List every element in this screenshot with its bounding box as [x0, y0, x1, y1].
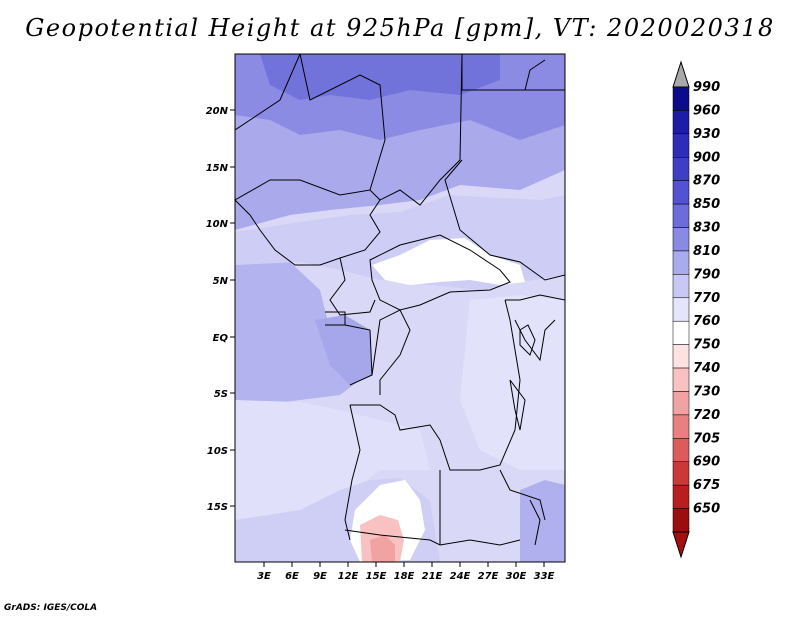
lon-tick-label: 3E [257, 571, 271, 582]
colorbar: 990 960 930 900 870 850 830 810 790 770 760 750 740 7… [672, 60, 720, 559]
field-car-770 [372, 238, 525, 285]
colorbar-label: 675 [693, 478, 720, 493]
field-gabon [315, 315, 372, 385]
lon-tick-label: 15E [366, 571, 387, 582]
field-south-810 [235, 400, 430, 530]
field-namibia-730 [370, 535, 395, 562]
lat-tick-label: 15N [206, 163, 229, 174]
field-north-870 [260, 54, 500, 100]
boundary-cameroon [329, 257, 376, 316]
field-east-830 [520, 480, 565, 562]
boundary-niger [299, 54, 386, 191]
boundary-egypt [461, 54, 565, 91]
boundary-gabon [344, 324, 373, 386]
colorbar-label: 830 [693, 221, 720, 236]
colorbar-box [672, 320, 690, 345]
boundary-nigeria [235, 179, 381, 266]
colorbar-under-triangle [672, 531, 690, 559]
country-boundaries [235, 54, 565, 546]
field-east-810 [460, 295, 565, 470]
colorbar-box [672, 414, 690, 439]
colorbar-label: 760 [693, 314, 720, 329]
colorbar-label: 730 [693, 384, 720, 399]
colorbar-box [672, 180, 690, 205]
colorbar-label: 720 [693, 408, 720, 423]
lat-axis: 20N 15N 10N 5N EQ 5S 10S 15S [206, 106, 235, 513]
colorbar-box [672, 250, 690, 275]
boundary-angola-west [344, 404, 361, 541]
colorbar-label: 850 [693, 197, 720, 212]
lat-tick-label: 10S [207, 446, 228, 457]
boundary-sudan [444, 159, 565, 281]
colorbar-box [672, 297, 690, 322]
colorbar-boxes [672, 86, 690, 533]
boundary-lake-victoria [514, 319, 556, 362]
colorbar-label: 900 [693, 150, 720, 165]
lon-tick-label: 9E [313, 571, 327, 582]
colorbar-box [672, 86, 690, 111]
colorbar-label: 870 [693, 174, 720, 189]
boundary-uganda [505, 294, 565, 301]
lat-tick-label: 5S [214, 389, 228, 400]
lon-tick-label: 6E [285, 571, 299, 582]
field-west-ocean [235, 262, 360, 405]
boundary-malawi [529, 499, 541, 546]
colorbar-box [672, 227, 690, 252]
colorbar-box [672, 367, 690, 392]
boundary-lake-tanganyika [509, 379, 526, 431]
colorbar-box [672, 203, 690, 228]
lat-tick-label: 20N [206, 106, 229, 117]
colorbar-label: 750 [693, 338, 720, 353]
lat-tick-label: 15S [207, 502, 228, 513]
colorbar-labels: 990 960 930 900 870 850 830 810 790 770 760 750 740 7… [693, 80, 720, 517]
lon-tick-label: 12E [338, 571, 359, 582]
plot-frame [234, 53, 566, 563]
colorbar-label: 650 [693, 502, 720, 517]
colorbar-box [672, 508, 690, 533]
lon-tick-label: 18E [394, 571, 415, 582]
boundary-congo [371, 309, 411, 395]
lon-tick-label: 21E [422, 571, 443, 582]
boundary-zambia [499, 469, 546, 521]
lat-tick-label: EQ [213, 333, 229, 344]
colorbar-label: 790 [693, 267, 720, 282]
colorbar-label: 960 [693, 103, 720, 118]
boundary-lake-albert [519, 324, 536, 356]
lon-tick-label: 27E [478, 571, 499, 582]
lat-tick-label: 10N [206, 219, 229, 230]
colorbar-label: 705 [693, 431, 720, 446]
lon-tick-label: 30E [506, 571, 527, 582]
lon-tick-label: 24E [450, 571, 471, 582]
colorbar-box [672, 157, 690, 181]
colorbar-box [672, 484, 690, 509]
colorbar-box [672, 110, 690, 135]
colorbar-box [672, 344, 690, 369]
colorbar-label: 770 [693, 291, 720, 306]
colorbar-box [672, 133, 690, 158]
colorbar-box [672, 438, 690, 462]
boundary-car [369, 234, 511, 311]
boundary-drc [350, 299, 521, 471]
boundary-redsea [524, 59, 546, 91]
boundary-mali [235, 54, 301, 131]
boundary-eq-guinea [325, 311, 346, 326]
boundary-chad [379, 54, 463, 206]
lat-tick-label: 5N [213, 276, 229, 287]
shaded-field [235, 54, 565, 562]
colorbar-label: 690 [693, 455, 720, 470]
colorbar-label: 990 [693, 80, 720, 95]
lon-axis: 3E 6E 9E 12E 15E 18E 21E 24E 27E 30E 33E [257, 562, 555, 582]
colorbar-label: 740 [693, 361, 720, 376]
colorbar-box [672, 274, 690, 299]
colorbar-label: 810 [693, 244, 720, 259]
lon-tick-label: 33E [534, 571, 555, 582]
colorbar-label: 930 [693, 127, 720, 142]
colorbar-over-triangle [672, 60, 690, 88]
colorbar-box [672, 461, 690, 486]
figure-title: Geopotential Height at 925hPa [gpm], VT:… [25, 14, 775, 42]
colorbar-box [672, 391, 690, 416]
grads-credit: GrADS: IGES/COLA [4, 603, 98, 613]
